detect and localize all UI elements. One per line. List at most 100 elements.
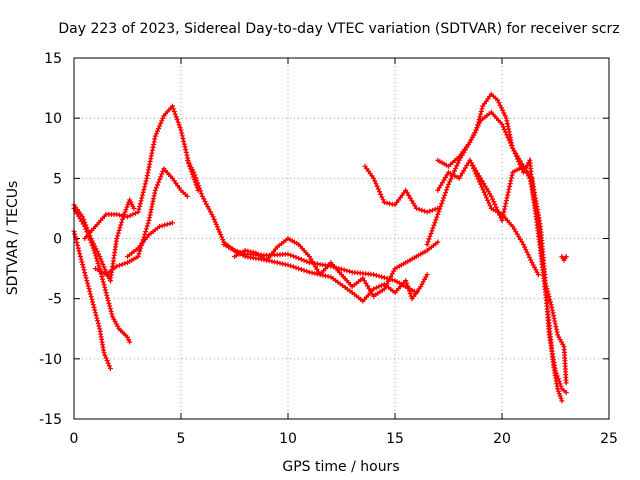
data-point — [477, 114, 483, 120]
data-point — [304, 259, 310, 264]
data-point — [434, 214, 440, 220]
data-point — [86, 234, 92, 240]
data-point — [500, 107, 506, 113]
data-point — [533, 206, 539, 212]
data-point — [365, 283, 370, 289]
data-point — [479, 106, 485, 112]
data-point — [522, 244, 528, 250]
data-point — [194, 177, 200, 183]
data-point — [455, 160, 461, 166]
data-point — [406, 193, 412, 198]
data-point — [135, 209, 141, 215]
data-point — [107, 366, 113, 371]
data-point — [425, 239, 431, 245]
data-point — [442, 175, 448, 180]
data-point — [485, 188, 491, 194]
data-point — [557, 381, 563, 387]
data-point — [80, 264, 86, 270]
data-point — [155, 182, 160, 188]
data-point — [202, 199, 208, 204]
data-point — [118, 222, 124, 228]
data-point — [102, 287, 108, 293]
data-point — [478, 109, 484, 114]
data-point — [554, 373, 560, 379]
data-point — [502, 203, 508, 209]
series-arc-9 — [221, 242, 430, 304]
data-point — [486, 200, 492, 206]
data-point — [499, 121, 505, 127]
data-point — [506, 137, 512, 143]
data-point — [293, 254, 299, 260]
data-point — [169, 103, 175, 109]
data-point — [484, 186, 490, 192]
data-point — [144, 223, 150, 229]
data-point — [77, 216, 83, 222]
series-arc-10 — [362, 163, 441, 215]
data-point — [102, 267, 108, 273]
data-point — [290, 264, 296, 270]
data-point — [409, 198, 415, 204]
data-point — [490, 196, 495, 202]
data-point — [559, 398, 565, 404]
data-point — [525, 252, 531, 258]
data-point — [142, 181, 148, 187]
data-point — [446, 181, 451, 187]
x-tick-label: 25 — [600, 431, 618, 447]
data-point — [83, 226, 89, 232]
data-point — [310, 259, 315, 265]
data-point — [157, 177, 163, 182]
data-point — [385, 278, 391, 284]
data-point — [481, 181, 487, 186]
data-point — [99, 274, 105, 280]
data-point — [298, 256, 304, 262]
data-point — [552, 321, 558, 327]
data-point — [431, 222, 437, 228]
data-point — [482, 192, 488, 198]
data-point — [77, 254, 83, 259]
data-point — [159, 171, 165, 177]
series-arc-5 — [92, 166, 190, 278]
data-point — [556, 378, 562, 384]
data-point — [403, 278, 409, 284]
data-point — [513, 150, 519, 156]
data-point — [432, 206, 438, 212]
data-point — [94, 255, 99, 261]
data-point — [198, 188, 203, 194]
data-point — [426, 236, 432, 242]
data-point — [553, 368, 558, 374]
data-point — [86, 286, 92, 292]
data-point — [156, 179, 161, 185]
data-point — [373, 181, 379, 187]
data-point — [492, 201, 498, 207]
data-point — [117, 262, 122, 268]
data-point — [304, 268, 310, 274]
series-line — [186, 159, 417, 294]
data-point — [441, 177, 447, 183]
data-point — [152, 187, 158, 193]
data-point — [94, 315, 100, 321]
data-point — [467, 157, 473, 163]
data-point — [105, 360, 111, 366]
data-point — [155, 128, 160, 134]
data-point — [514, 231, 520, 237]
data-point — [181, 141, 187, 147]
data-point — [124, 204, 130, 210]
data-point — [296, 266, 302, 272]
data-point — [108, 308, 114, 314]
data-point — [99, 259, 105, 265]
data-point — [92, 307, 98, 313]
data-point — [505, 135, 511, 141]
data-point — [360, 275, 366, 281]
data-point — [95, 318, 100, 324]
data-point — [405, 283, 410, 289]
data-point — [158, 120, 164, 126]
data-point — [290, 253, 296, 259]
data-point — [89, 242, 95, 248]
data-point — [429, 228, 435, 234]
data-point — [81, 267, 87, 273]
data-point — [520, 242, 526, 247]
data-point — [142, 184, 148, 190]
data-point — [404, 280, 410, 286]
data-point — [556, 388, 561, 394]
chart-title: Day 223 of 2023, Sidereal Day-to-day VTE… — [58, 21, 619, 37]
